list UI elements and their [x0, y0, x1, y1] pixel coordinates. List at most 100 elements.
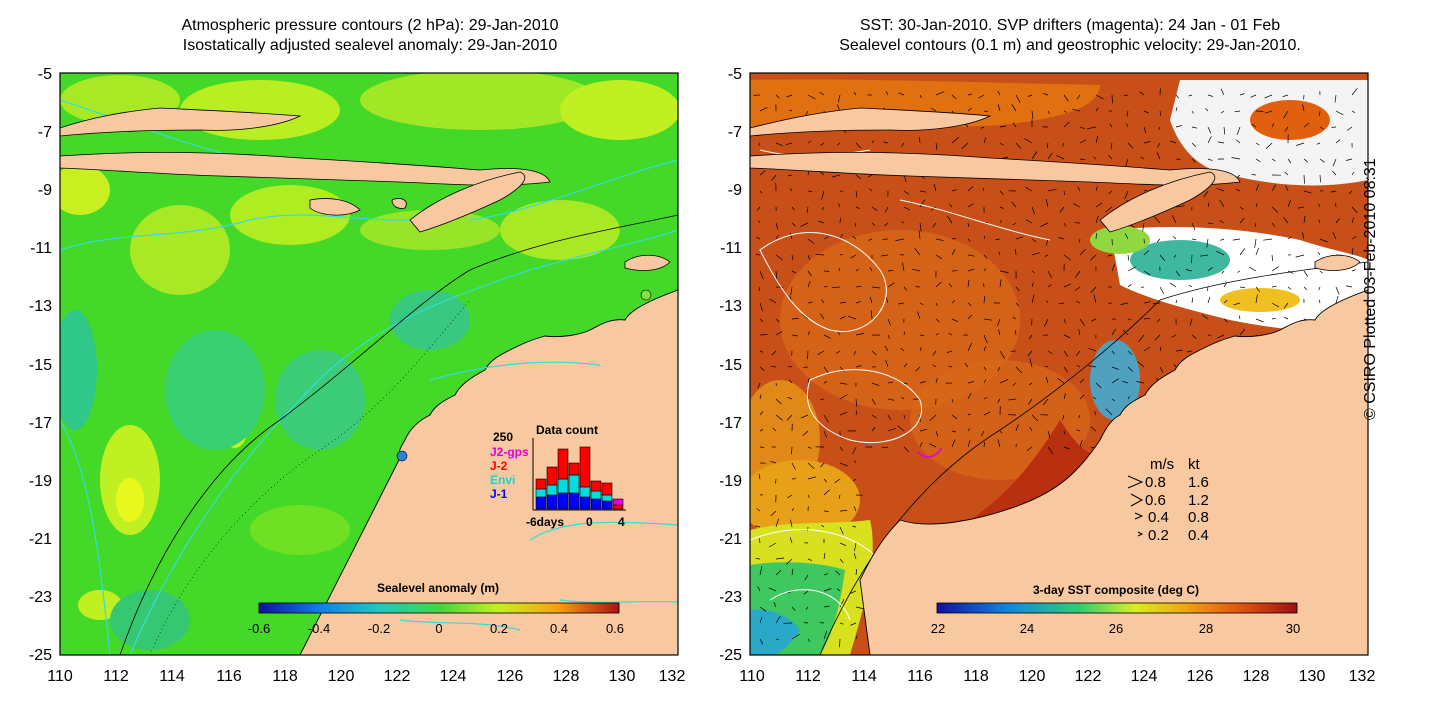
velocity-arrow: [1008, 398, 1017, 401]
y-tick: -25: [720, 647, 742, 664]
velocity-arrow: [786, 94, 793, 98]
velocity-arrow: [947, 215, 953, 224]
velocity-arrow: [1059, 206, 1065, 213]
y-tick: -17: [720, 415, 742, 432]
velocity-arrow: [1175, 125, 1182, 128]
velocity-arrow: [1140, 156, 1145, 160]
velocity-arrow: [1111, 350, 1115, 355]
velocity-arrow: [839, 382, 848, 385]
velocity-arrow: [1319, 126, 1324, 130]
velocity-arrow: [998, 251, 1001, 256]
velocity-arrow: [1075, 350, 1081, 357]
velocity-arrow: [1063, 334, 1071, 339]
velocity-arrow: [935, 377, 938, 384]
velocity-arrow: [1271, 302, 1279, 308]
velocity-arrow: [853, 506, 857, 512]
velocity-arrow: [1191, 254, 1193, 264]
velocity-arrow: [852, 525, 857, 528]
velocity-arrow: [1303, 270, 1308, 277]
velocity-arrow: [771, 350, 777, 356]
velocity-arrow: [775, 569, 782, 576]
velocity-arrow: [1029, 334, 1033, 340]
y-tick: -13: [720, 298, 742, 315]
velocity-arrow: [1303, 286, 1308, 291]
velocity-arrow: [836, 350, 841, 354]
velocity-arrow: [980, 430, 985, 437]
velocity-arrow: [759, 318, 764, 323]
velocity-arrow: [983, 379, 987, 384]
velocity-arrow: [790, 519, 793, 528]
velocity-arrow: [1047, 284, 1052, 288]
vel-arrow-08: [1127, 475, 1144, 489]
velocity-arrow: [855, 635, 858, 640]
right-colorbar-ticks: 22 24 26 28 30: [931, 621, 1300, 636]
velocity-arrow: [800, 222, 809, 227]
velocity-arrow: [804, 574, 809, 581]
velocity-arrow: [807, 378, 810, 384]
velocity-arrow: [948, 365, 953, 368]
histogram-bar: [590, 490, 602, 500]
left-map-field: [60, 73, 678, 655]
velocity-arrow: [1031, 238, 1037, 243]
velocity-arrow: [983, 296, 986, 304]
velocity-arrow: [1351, 110, 1356, 114]
velocity-arrow: [902, 262, 905, 272]
velocity-arrow: [770, 460, 777, 464]
velocity-arrow: [802, 430, 809, 436]
velocity-arrow: [769, 298, 777, 304]
velocity-arrow: [1044, 254, 1049, 257]
velocity-arrow: [1123, 94, 1129, 97]
velocity-arrow: [1207, 296, 1211, 304]
velocity-arrow: [1125, 123, 1129, 128]
y-tick: -15: [720, 357, 742, 374]
x-tick: 118: [963, 668, 989, 685]
velocity-arrow: [1095, 186, 1098, 192]
velocity-arrow: [1317, 251, 1321, 256]
velocity-arrow: [919, 334, 925, 337]
velocity-arrow: [1159, 254, 1166, 262]
velocity-arrow: [1249, 266, 1257, 272]
velocity-arrow: [1351, 217, 1355, 224]
velocity-arrow: [839, 315, 846, 320]
velocity-arrow: [838, 203, 841, 208]
velocity-arrow: [997, 366, 1001, 372]
velocity-arrow: [932, 350, 937, 356]
velocity-arrow: [839, 462, 848, 467]
velocity-arrow: [855, 301, 861, 304]
x-tick: 110: [47, 668, 73, 685]
velocity-arrow: [1015, 424, 1019, 432]
velocity-arrow: [871, 414, 877, 419]
vel-legend-ms: 0.8: [1145, 474, 1166, 491]
velocity-arrow: [1095, 202, 1103, 208]
velocity-arrow: [935, 238, 944, 242]
velocity-arrow: [791, 206, 795, 211]
velocity-arrow: [1287, 199, 1292, 208]
velocity-arrow: [930, 107, 937, 112]
velocity-arrow: [1143, 126, 1147, 134]
velocity-arrow: [791, 462, 796, 470]
velocity-arrow: [775, 616, 781, 624]
velocity-arrow: [997, 104, 1001, 112]
velocity-arrow: [819, 91, 825, 96]
velocity-arrow: [983, 345, 987, 352]
velocity-arrow: [1078, 329, 1081, 336]
velocity-arrow: [967, 392, 972, 400]
velocity-arrow: [1095, 215, 1099, 224]
velocity-arrow: [881, 254, 889, 257]
velocity-arrow: [999, 379, 1009, 384]
velocity-arrow: [1234, 110, 1241, 113]
velocity-arrow: [1330, 190, 1337, 193]
velocity-arrow: [964, 362, 969, 368]
velocity-arrow: [1136, 381, 1145, 384]
velocity-arrow: [823, 236, 829, 240]
velocity-arrow: [983, 137, 987, 144]
velocity-arrow: [930, 206, 937, 211]
velocity-arrow: [1282, 94, 1289, 98]
velocity-arrow: [1042, 398, 1049, 406]
velocity-arrow: [884, 222, 889, 227]
velocity-arrow: [820, 313, 825, 320]
velocity-arrow: [999, 350, 1005, 359]
velocity-arrow: [967, 107, 972, 112]
velocity-arrow: [807, 558, 813, 561]
velocity-arrow: [883, 141, 889, 144]
